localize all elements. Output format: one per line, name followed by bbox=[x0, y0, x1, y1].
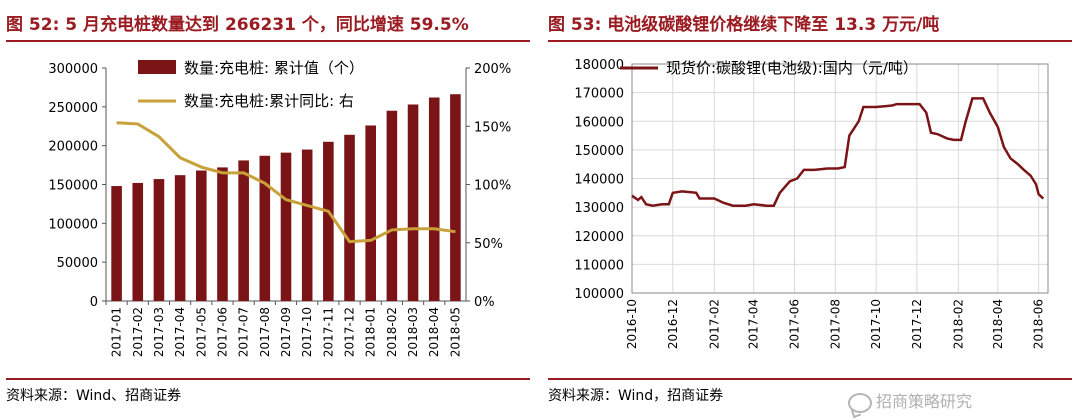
bar bbox=[407, 104, 419, 302]
bar bbox=[280, 152, 292, 301]
x-tick-label: 2016-12 bbox=[666, 299, 680, 349]
x-tick-label: 2017-10 bbox=[300, 307, 314, 357]
x-tick-label: 2018-06 bbox=[1032, 299, 1046, 349]
y-tick-label: 110000 bbox=[574, 258, 624, 273]
bar bbox=[301, 149, 313, 301]
bar bbox=[238, 160, 249, 301]
x-tick-label: 2017-10 bbox=[869, 299, 883, 349]
y-tick-label: 160000 bbox=[574, 115, 624, 130]
bar bbox=[259, 155, 271, 301]
x-tick-label: 2017-06 bbox=[788, 299, 802, 349]
left-chart-panel: 图 52: 5 月充电桩数量达到 266231 个，同比增速 59.5% 0 50… bbox=[6, 0, 530, 420]
legend-label-bar: 数量:充电桩: 累计值（个） bbox=[184, 59, 364, 77]
x-tick-label: 2017-02 bbox=[131, 307, 145, 357]
watermark: 招商策略研究 bbox=[848, 388, 1076, 414]
left-y-tick-label: 250000 bbox=[48, 101, 98, 116]
bar bbox=[386, 110, 398, 301]
legend-label-line: 现货价:碳酸锂(电池级):国内（元/吨） bbox=[666, 59, 918, 77]
right-title-rule bbox=[548, 40, 1072, 42]
left-source-rule bbox=[6, 378, 530, 380]
lithium-price-line bbox=[631, 97, 1045, 207]
y-tick-label: 150000 bbox=[574, 144, 624, 159]
y-tick-label: 180000 bbox=[574, 58, 624, 73]
chat-bubble-icon bbox=[848, 392, 872, 413]
x-tick-label: 2018-02 bbox=[951, 299, 965, 349]
x-tick-label: 2017-04 bbox=[173, 307, 187, 357]
x-tick-label: 2018-02 bbox=[385, 307, 399, 357]
bar bbox=[153, 179, 165, 301]
left-source-note: 资料来源：Wind、招商证券 bbox=[6, 388, 182, 404]
x-tick-label: 2017-09 bbox=[279, 307, 293, 357]
bar bbox=[217, 167, 228, 301]
right-y-tick-label: 100% bbox=[474, 179, 511, 194]
bar bbox=[196, 170, 207, 301]
left-y-tick-label: 300000 bbox=[48, 62, 98, 77]
right-chart-title: 图 53: 电池级碳酸锂价格继续下降至 13.3 万元/吨 bbox=[548, 15, 940, 35]
watermark-text: 招商策略研究 bbox=[876, 392, 973, 411]
x-tick-label: 2017-03 bbox=[152, 307, 166, 357]
right-y-tick-label: 150% bbox=[474, 120, 511, 135]
bar bbox=[323, 141, 334, 301]
x-tick-label: 2017-08 bbox=[258, 307, 272, 357]
bar bbox=[132, 182, 144, 301]
legend-label-line: 数量:充电桩:累计同比: 右 bbox=[184, 92, 354, 110]
bar bbox=[365, 125, 376, 302]
x-tick-label: 2018-05 bbox=[448, 307, 462, 357]
right-y-tick-label: 50% bbox=[474, 237, 503, 252]
x-tick-label: 2016-10 bbox=[625, 299, 639, 349]
y-tick-label: 130000 bbox=[574, 201, 624, 216]
left-y-tick-label: 150000 bbox=[48, 179, 98, 194]
right-source-note: 资料来源：Wind，招商证券 bbox=[548, 388, 724, 404]
bar bbox=[450, 94, 461, 301]
left-y-tick-label: 200000 bbox=[48, 140, 98, 155]
x-tick-label: 2017-12 bbox=[343, 307, 357, 357]
left-title-rule bbox=[6, 40, 530, 42]
plot-frame bbox=[631, 63, 1049, 294]
x-tick-label: 2017-05 bbox=[194, 307, 208, 357]
x-tick-label: 2017-02 bbox=[707, 299, 721, 349]
left-chart-title: 图 52: 5 月充电桩数量达到 266231 个，同比增速 59.5% bbox=[6, 15, 469, 35]
y-tick-label: 140000 bbox=[574, 173, 624, 188]
bar bbox=[174, 175, 186, 301]
x-tick-label: 2018-04 bbox=[427, 307, 441, 357]
x-tick-label: 2017-01 bbox=[110, 307, 124, 357]
x-tick-label: 2017-08 bbox=[828, 299, 842, 349]
bar bbox=[428, 97, 440, 301]
left-y-tick-label: 50000 bbox=[57, 256, 98, 271]
x-tick-label: 2018-03 bbox=[406, 307, 420, 357]
right-chart-svg: 100000 110000 120000 130000 140000 150000 1600… bbox=[574, 58, 1049, 349]
left-chart-svg: 0 50000 100000 150000 200000 250000 300000 0% 50… bbox=[48, 59, 511, 357]
yoy-growth-line bbox=[116, 121, 456, 244]
right-chart-panel: 图 53: 电池级碳酸锂价格继续下降至 13.3 万元/吨 100000 1100… bbox=[548, 0, 1072, 420]
x-tick-label: 2018-01 bbox=[364, 307, 378, 357]
y-tick-label: 170000 bbox=[574, 87, 624, 102]
x-tick-label: 2017-04 bbox=[747, 299, 761, 349]
y-tick-label: 100000 bbox=[574, 287, 624, 302]
y-tick-label: 120000 bbox=[574, 230, 624, 245]
legend-swatch-bar bbox=[138, 60, 176, 74]
x-tick-label: 2017-12 bbox=[910, 299, 924, 349]
bar bbox=[111, 186, 122, 301]
x-tick-label: 2018-04 bbox=[991, 299, 1005, 349]
x-tick-label: 2017-06 bbox=[215, 307, 229, 357]
right-source-rule bbox=[548, 378, 1072, 380]
right-y-tick-label: 0% bbox=[474, 295, 495, 310]
left-y-tick-label: 0 bbox=[90, 295, 98, 310]
x-tick-label: 2017-11 bbox=[321, 307, 335, 357]
x-tick-label: 2017-07 bbox=[237, 307, 251, 357]
bar bbox=[344, 134, 355, 301]
left-y-tick-label: 100000 bbox=[48, 217, 98, 232]
right-y-tick-label: 200% bbox=[474, 62, 511, 77]
